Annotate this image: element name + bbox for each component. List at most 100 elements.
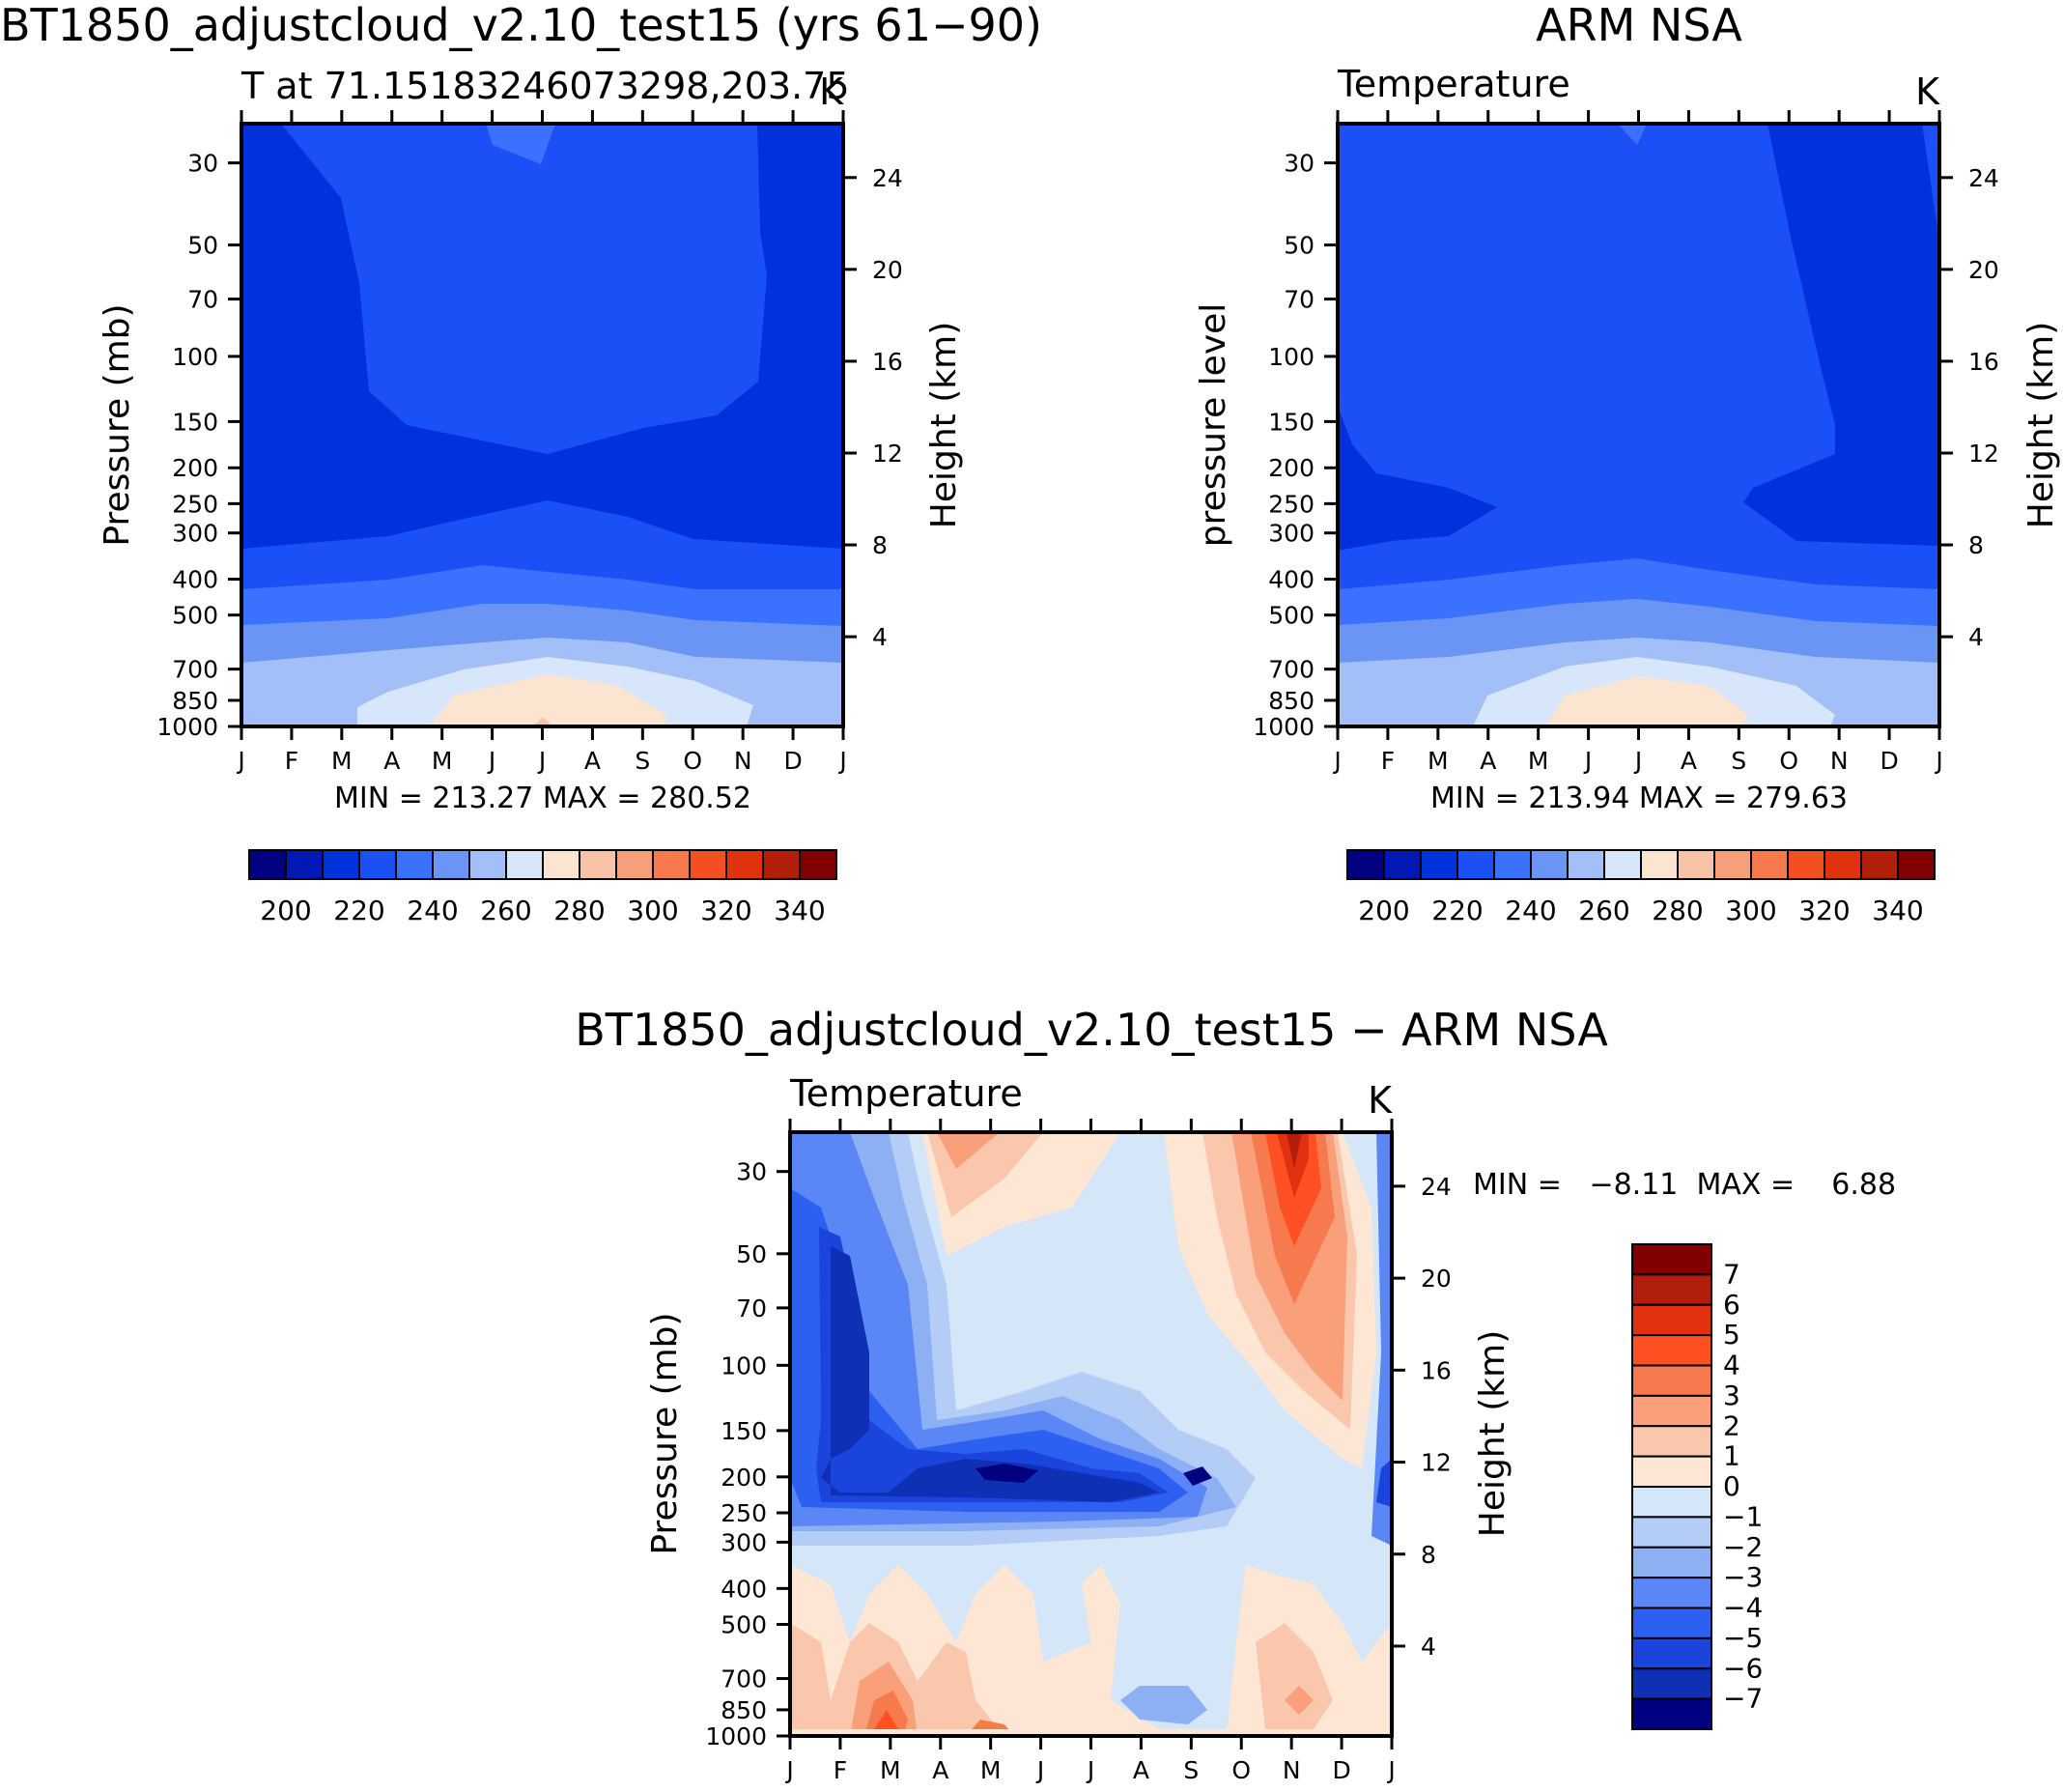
- model-band-220: [281, 124, 767, 454]
- pressure-tick-label: 50: [187, 232, 218, 260]
- colorbar-swatch: [1631, 1394, 1712, 1428]
- colorbar-label: −4: [1723, 1592, 1763, 1624]
- colorbar-label: 260: [480, 895, 531, 926]
- pressure-tick-label: 700: [172, 656, 218, 684]
- colorbar-swatch: [322, 849, 360, 880]
- x-tick-label: M: [432, 747, 453, 775]
- height-tick-label: 24: [872, 164, 903, 192]
- x-tick-label: M: [880, 1756, 901, 1784]
- x-tick-label: F: [834, 1756, 847, 1784]
- colorbar-label: 220: [1431, 895, 1483, 926]
- x-tick-label: F: [285, 747, 298, 775]
- diff-stats: MIN = −8.11 MAX = 6.88: [1473, 1168, 1896, 1202]
- model-subtitle: T at 71.15183246073298,203.75: [240, 65, 850, 107]
- colorbar-swatch: [1631, 1607, 1712, 1639]
- colorbar-swatch: [505, 849, 544, 880]
- diff-band-low-pos1-right: [1256, 1623, 1333, 1729]
- pressure-tick-label: 200: [172, 454, 218, 482]
- model-band-230: [486, 124, 555, 164]
- x-tick-label: A: [1480, 747, 1496, 775]
- pressure-tick-label: 850: [172, 687, 218, 715]
- colorbar-label: 6: [1723, 1289, 1740, 1321]
- pressure-tick-label: 300: [1268, 520, 1315, 548]
- colorbar-swatch: [432, 849, 470, 880]
- height-tick-label: 4: [1968, 623, 1984, 651]
- pressure-tick-label: 250: [721, 1499, 767, 1527]
- colorbar-label: 3: [1723, 1380, 1740, 1411]
- x-tick-label: J: [1386, 1756, 1395, 1784]
- colorbar-swatch: [1420, 849, 1458, 880]
- height-tick-label: 24: [1968, 164, 1999, 192]
- colorbar-label: −7: [1723, 1683, 1763, 1715]
- pressure-tick-label: 1000: [705, 1722, 767, 1750]
- diff-band-surface-neg: [1120, 1686, 1207, 1724]
- height-tick-label: 8: [1968, 531, 1984, 559]
- pressure-tick-label: 200: [1268, 454, 1315, 482]
- obs-band-210-left: [1338, 406, 1497, 551]
- pressure-tick-label: 250: [172, 490, 218, 518]
- colorbar-label: 340: [1872, 895, 1923, 926]
- colorbar-label: 300: [1725, 895, 1776, 926]
- obs-y-label: pressure level: [1194, 303, 1233, 548]
- height-tick-label: 12: [1968, 440, 1999, 468]
- pressure-tick-label: 30: [187, 150, 218, 178]
- colorbar-label: 5: [1723, 1319, 1740, 1351]
- colorbar-swatch: [1631, 1273, 1712, 1306]
- colorbar-swatch: [615, 849, 654, 880]
- colorbar-label: 4: [1723, 1350, 1740, 1381]
- diff-band-upper-mid-2: [937, 1132, 1000, 1169]
- colorbar-swatch: [1631, 1546, 1712, 1579]
- pressure-tick-label: 50: [736, 1240, 767, 1268]
- colorbar-label: 0: [1723, 1470, 1740, 1502]
- x-tick-label: D: [1332, 1756, 1350, 1784]
- colorbar-swatch: [1346, 849, 1385, 880]
- x-tick-label: S: [635, 747, 650, 775]
- obs-band-230-patch: [1618, 124, 1647, 145]
- x-tick-label: N: [1283, 1756, 1301, 1784]
- colorbar-swatch: [1383, 849, 1422, 880]
- x-tick-label: J: [784, 1756, 793, 1784]
- x-tick-label: M: [980, 1756, 1002, 1784]
- colorbar-label: −5: [1723, 1622, 1763, 1654]
- colorbar-label: 240: [1505, 895, 1556, 926]
- colorbar-label: 320: [700, 895, 751, 926]
- colorbar-label: 7: [1723, 1258, 1740, 1290]
- pressure-tick-label: 850: [721, 1696, 767, 1724]
- pressure-tick-label: 250: [1268, 490, 1315, 518]
- colorbar-swatch: [762, 849, 801, 880]
- height-tick-label: 12: [872, 440, 903, 468]
- pressure-tick-label: 100: [172, 343, 218, 371]
- diff-band-neg6: [816, 1227, 1169, 1502]
- colorbar-label: −2: [1723, 1531, 1763, 1563]
- left-main-title: BT1850_adjustcloud_v2.10_test15 (yrs 61−…: [0, 0, 1042, 51]
- colorbar-swatch: [1631, 1577, 1712, 1609]
- x-tick-label: N: [734, 747, 752, 775]
- colorbar-swatch: [248, 849, 287, 880]
- x-tick-label: A: [383, 747, 400, 775]
- pressure-tick-label: 150: [1268, 408, 1315, 436]
- pressure-tick-label: 300: [172, 520, 218, 548]
- obs-band-270: [1545, 676, 1748, 726]
- height-tick-label: 20: [872, 256, 903, 284]
- x-tick-label: F: [1381, 747, 1395, 775]
- colorbar-label: 340: [774, 895, 825, 926]
- colorbar-swatch: [1750, 849, 1789, 880]
- x-tick-label: D: [783, 747, 802, 775]
- colorbar-swatch: [1640, 849, 1679, 880]
- model-y-label-right: Height (km): [924, 322, 964, 528]
- diff-contour-field: [790, 1132, 1392, 1736]
- x-tick-label: J: [1633, 747, 1642, 775]
- colorbar-swatch: [1787, 849, 1825, 880]
- diff-y-label: Pressure (mb): [645, 1312, 685, 1554]
- obs-stats: MIN = 213.94 MAX = 279.63: [1430, 782, 1848, 815]
- colorbar-swatch: [1631, 1364, 1712, 1397]
- colorbar-swatch: [1567, 849, 1605, 880]
- obs-y-label-right: Height (km): [2022, 322, 2061, 528]
- pressure-tick-label: 30: [736, 1158, 767, 1186]
- colorbar-swatch: [1631, 1486, 1712, 1519]
- pressure-tick-label: 100: [721, 1351, 767, 1380]
- model-band-270: [430, 674, 666, 726]
- pressure-tick-label: 500: [721, 1610, 767, 1638]
